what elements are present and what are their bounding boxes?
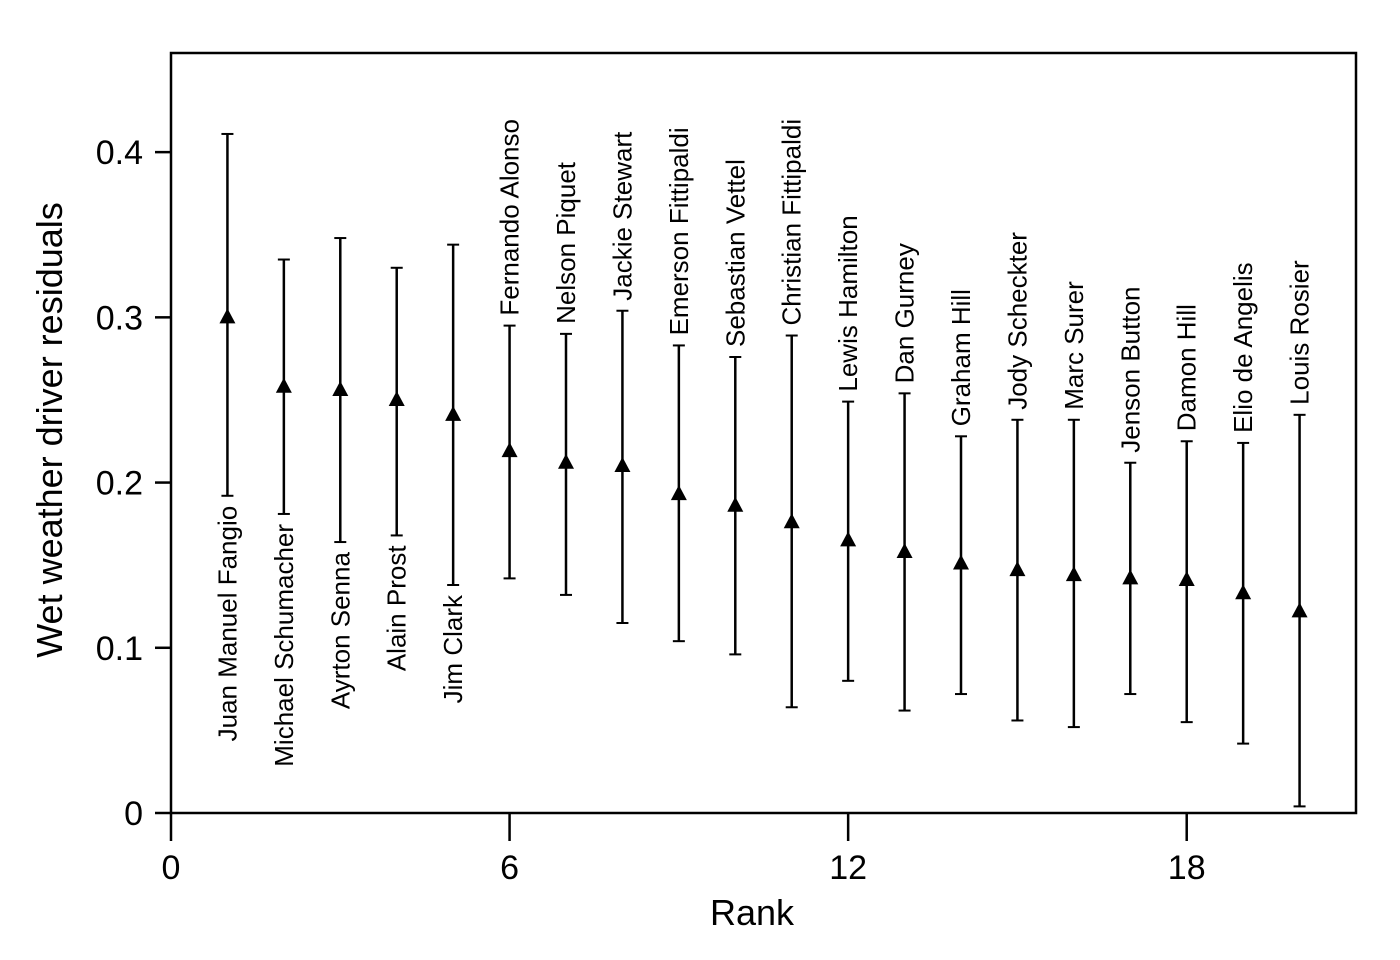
driver-label: Christian Fittipaldi [777, 119, 807, 326]
driver-label: Louis Rosier [1285, 260, 1315, 405]
driver-label: Emerson Fittipaldi [664, 127, 694, 335]
y-tick-label: 0.1 [96, 630, 143, 668]
point [896, 542, 913, 558]
x-tick-label: 6 [500, 849, 519, 887]
plot-frame [169, 51, 1358, 815]
driver-label: Dan Gurney [890, 243, 920, 383]
driver-label: Damon Hill [1172, 304, 1202, 431]
driver-label: Fernando Alonso [495, 119, 525, 316]
x-tick-label: 12 [829, 849, 867, 887]
y-tick-label: 0.3 [96, 299, 143, 337]
x-tick-label: 18 [1168, 849, 1206, 887]
point [501, 442, 518, 458]
driver-label: Lewis Hamilton [833, 215, 863, 391]
point [614, 457, 631, 473]
y-tick-label: 0.2 [96, 465, 143, 503]
point [840, 531, 857, 547]
point [1065, 566, 1082, 582]
y-axis-title: Wet weather driver residuals [29, 202, 70, 658]
driver-label: Graham Hill [946, 289, 976, 426]
point [783, 513, 800, 529]
driver-label: Elio de Angelis [1228, 262, 1258, 433]
point [445, 405, 462, 421]
x-axis-title: Rank [710, 892, 795, 933]
point [558, 453, 574, 469]
driver-label: Marc Surer [1059, 281, 1089, 410]
point [1235, 584, 1252, 600]
driver-label: Jackie Stewart [607, 131, 637, 301]
driver-label: Jenson Button [1115, 287, 1145, 453]
driver-label: Juan Manuel Fangio [212, 506, 242, 742]
point [1009, 561, 1026, 577]
point [670, 485, 687, 501]
y-tick-label: 0 [124, 795, 143, 833]
point [219, 308, 236, 324]
point [332, 381, 349, 397]
driver-label: Sebastian Vettel [720, 159, 750, 347]
driver-label: Michael Schumacher [269, 524, 299, 767]
driver-label: Alain Prost [382, 545, 412, 671]
driver-label: Nelson Piquet [551, 161, 581, 324]
driver-label: Jim Clark [438, 594, 468, 703]
point [1122, 569, 1139, 585]
point [953, 554, 969, 570]
point [1178, 571, 1195, 587]
point [275, 377, 292, 393]
driver-label: Ayrton Senna [325, 552, 355, 710]
x-tick-label: 0 [162, 849, 181, 887]
point [388, 390, 405, 406]
y-tick-label: 0.4 [96, 134, 143, 172]
point [1291, 602, 1308, 618]
point [727, 496, 744, 512]
driver-label: Jody Scheckter [1002, 232, 1032, 410]
